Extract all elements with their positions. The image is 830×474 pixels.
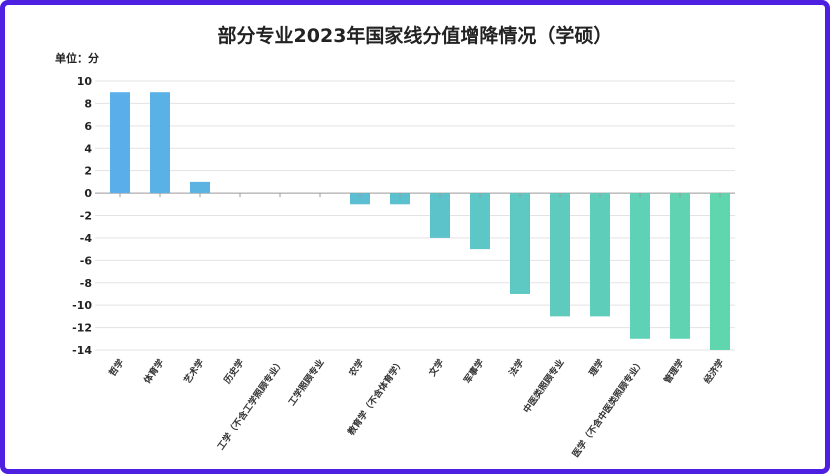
y-tick-label: -8 xyxy=(80,277,92,290)
bar xyxy=(510,193,530,294)
x-tick-label: 哲学 xyxy=(106,357,126,379)
bar xyxy=(390,193,410,205)
x-tick-label: 历史学 xyxy=(221,357,246,386)
x-tick-label: 军事学 xyxy=(461,357,486,386)
y-tick-label: -4 xyxy=(80,232,93,245)
y-tick-label: 0 xyxy=(84,187,92,200)
bar xyxy=(630,193,650,339)
bar xyxy=(670,193,690,339)
x-tick-label: 中医类照顾专业 xyxy=(520,357,566,416)
x-tick-label: 理学 xyxy=(586,357,606,379)
x-tick-label: 管理学 xyxy=(661,357,686,386)
x-tick-label: 工学（不含工学照顾专业） xyxy=(215,357,287,452)
x-tick-label: 文学 xyxy=(426,357,447,379)
x-tick-label: 经济学 xyxy=(701,357,726,386)
y-tick-label: -14 xyxy=(72,344,92,357)
y-tick-label: -6 xyxy=(80,254,93,267)
x-tick-label: 艺术学 xyxy=(181,357,206,386)
y-tick-label: 2 xyxy=(84,165,92,178)
bar xyxy=(710,193,730,350)
y-tick-label: 4 xyxy=(84,142,92,155)
x-tick-label: 法学 xyxy=(506,357,526,379)
y-tick-label: 10 xyxy=(77,75,93,88)
chart-title: 部分专业2023年国家线分值增降情况（学硕） xyxy=(218,24,613,47)
y-tick-label: -2 xyxy=(80,210,92,223)
x-tick-label: 医学（不含中医类照顾专业） xyxy=(570,357,647,460)
y-tick-label: 6 xyxy=(84,120,92,133)
bar xyxy=(190,181,210,194)
y-tick-label: 8 xyxy=(84,97,92,110)
x-tick-label: 体育学 xyxy=(141,357,166,386)
y-tick-label: -10 xyxy=(72,299,92,312)
bar xyxy=(350,193,370,205)
bar xyxy=(550,193,570,317)
unit-label: 单位：分 xyxy=(55,51,99,65)
bar xyxy=(470,193,490,250)
y-tick-label: -12 xyxy=(72,322,92,335)
x-tick-label: 工学照顾专业 xyxy=(286,357,327,408)
bar xyxy=(150,92,170,194)
bar xyxy=(430,193,450,238)
bar xyxy=(110,92,130,194)
bar xyxy=(590,193,610,317)
x-tick-label: 农学 xyxy=(346,357,367,379)
